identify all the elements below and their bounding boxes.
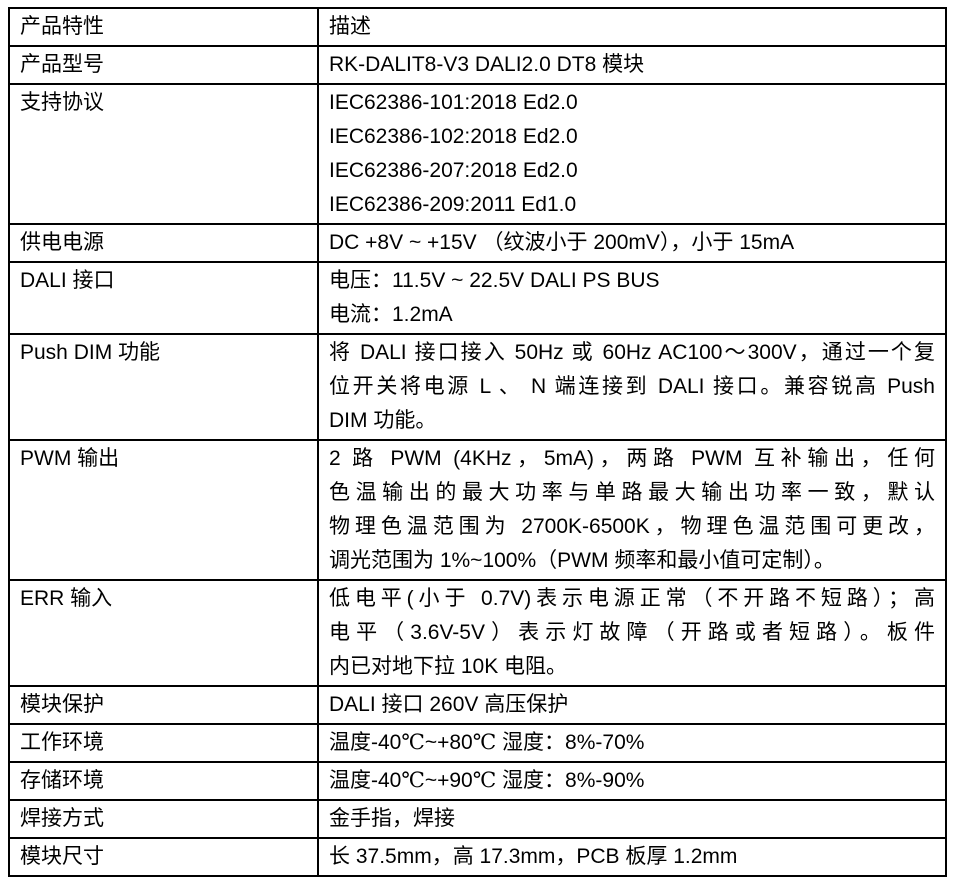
- description-line: IEC62386-101:2018 Ed2.0: [329, 91, 578, 114]
- feature-cell: 焊接方式: [8, 799, 319, 839]
- description-cell: RK-DALIT8-V3 DALI2.0 DT8 模块: [317, 45, 947, 85]
- description-line: RK-DALIT8-V3 DALI2.0 DT8 模块: [329, 53, 645, 76]
- product-spec-table: 产品特性 描述 产品型号 RK-DALIT8-V3 DALI2.0 DT8 模块…: [8, 7, 947, 877]
- feature-label: PWM 输出: [20, 447, 120, 470]
- description-cell: IEC62386-101:2018 Ed2.0 IEC62386-102:201…: [317, 83, 947, 225]
- description-cell: 电压：11.5V ~ 22.5V DALI PS BUS 电流：1.2mA: [317, 261, 947, 335]
- description-line: 电压：11.5V ~ 22.5V DALI PS BUS: [329, 269, 660, 292]
- description-line: 金手指，焊接: [329, 807, 455, 830]
- table-row-storage-environment: 存储环境 温度-40℃~+90℃ 湿度：8%-90%: [8, 761, 947, 801]
- description-line: 位开关将电源 L 、 N 端连接到 DALI 接口。兼容锐高 Push: [329, 375, 935, 398]
- table-row-product-model: 产品型号 RK-DALIT8-V3 DALI2.0 DT8 模块: [8, 45, 947, 85]
- feature-cell: PWM 输出: [8, 439, 319, 581]
- description-cell: DALI 接口 260V 高压保护: [317, 685, 947, 725]
- description-line: DC +8V ~ +15V （纹波小于 200mV），小于 15mA: [329, 231, 795, 254]
- description-line: IEC62386-209:2011 Ed1.0: [329, 193, 577, 216]
- description-line: 温度-40℃~+80℃ 湿度：8%-70%: [329, 731, 645, 754]
- table-row-module-dimensions: 模块尺寸 长 37.5mm，高 17.3mm，PCB 板厚 1.2mm: [8, 837, 947, 877]
- feature-label: 支持协议: [20, 91, 104, 114]
- feature-label: ERR 输入: [20, 587, 113, 610]
- description-cell: 温度-40℃~+80℃ 湿度：8%-70%: [317, 723, 947, 763]
- feature-cell: 支持协议: [8, 83, 319, 225]
- description-line: IEC62386-102:2018 Ed2.0: [329, 125, 578, 148]
- description-line: DIM 功能。: [329, 409, 437, 432]
- feature-cell: 供电电源: [8, 223, 319, 263]
- table-row-pwm-output: PWM 输出 2 路 PWM (4KHz，5mA)，两路 PWM 互补输出，任何…: [8, 439, 947, 581]
- feature-cell: Push DIM 功能: [8, 333, 319, 441]
- feature-label: 存储环境: [20, 769, 104, 792]
- feature-cell: 产品型号: [8, 45, 319, 85]
- table-header-row: 产品特性 描述: [8, 7, 947, 47]
- description-line: 长 37.5mm，高 17.3mm，PCB 板厚 1.2mm: [329, 845, 738, 868]
- table-row-dali-interface: DALI 接口 电压：11.5V ~ 22.5V DALI PS BUS 电流：…: [8, 261, 947, 335]
- feature-cell: DALI 接口: [8, 261, 319, 335]
- description-line: 电平（3.6V-5V）表示灯故障（开路或者短路）。板件: [329, 621, 935, 644]
- description-line: 物理色温范围为 2700K-6500K，物理色温范围可更改，: [329, 515, 935, 538]
- description-cell: 低电平(小于 0.7V)表示电源正常（不开路不短路）；高 电平（3.6V-5V）…: [317, 579, 947, 687]
- description-line: 电流：1.2mA: [329, 303, 453, 326]
- feature-label: 供电电源: [20, 231, 104, 254]
- table-row-module-protection: 模块保护 DALI 接口 260V 高压保护: [8, 685, 947, 725]
- feature-label: 工作环境: [20, 731, 104, 754]
- feature-label: 焊接方式: [20, 807, 104, 830]
- description-cell: 温度-40℃~+90℃ 湿度：8%-90%: [317, 761, 947, 801]
- table-row-soldering-method: 焊接方式 金手指，焊接: [8, 799, 947, 839]
- description-line: 低电平(小于 0.7V)表示电源正常（不开路不短路）；高: [329, 587, 935, 610]
- feature-header-label: 产品特性: [20, 15, 104, 38]
- table-row-supported-protocols: 支持协议 IEC62386-101:2018 Ed2.0 IEC62386-10…: [8, 83, 947, 225]
- description-cell: 长 37.5mm，高 17.3mm，PCB 板厚 1.2mm: [317, 837, 947, 877]
- table-row-operating-environment: 工作环境 温度-40℃~+80℃ 湿度：8%-70%: [8, 723, 947, 763]
- description-line: 2 路 PWM (4KHz，5mA)，两路 PWM 互补输出，任何: [329, 447, 935, 470]
- feature-cell: 工作环境: [8, 723, 319, 763]
- feature-label: 产品型号: [20, 53, 104, 76]
- table-row-power-supply: 供电电源 DC +8V ~ +15V （纹波小于 200mV），小于 15mA: [8, 223, 947, 263]
- description-line: 内已对地下拉 10K 电阻。: [329, 655, 568, 678]
- description-header-cell: 描述: [317, 7, 947, 47]
- description-cell: DC +8V ~ +15V （纹波小于 200mV），小于 15mA: [317, 223, 947, 263]
- feature-cell: ERR 输入: [8, 579, 319, 687]
- feature-cell: 模块保护: [8, 685, 319, 725]
- description-cell: 将 DALI 接口接入 50Hz 或 60Hz AC100～300V，通过一个复…: [317, 333, 947, 441]
- description-header-label: 描述: [329, 15, 371, 38]
- table-row-push-dim: Push DIM 功能 将 DALI 接口接入 50Hz 或 60Hz AC10…: [8, 333, 947, 441]
- description-line: DALI 接口 260V 高压保护: [329, 693, 569, 716]
- feature-label: 模块保护: [20, 693, 104, 716]
- feature-label: 模块尺寸: [20, 845, 104, 868]
- feature-cell: 存储环境: [8, 761, 319, 801]
- description-line: 色温输出的最大功率与单路最大输出功率一致，默认: [329, 481, 935, 504]
- feature-label: Push DIM 功能: [20, 341, 161, 364]
- description-line: 温度-40℃~+90℃ 湿度：8%-90%: [329, 769, 645, 792]
- feature-cell: 模块尺寸: [8, 837, 319, 877]
- description-cell: 2 路 PWM (4KHz，5mA)，两路 PWM 互补输出，任何 色温输出的最…: [317, 439, 947, 581]
- description-line: 调光范围为 1%~100%（PWM 频率和最小值可定制）。: [329, 549, 835, 572]
- description-line: IEC62386-207:2018 Ed2.0: [329, 159, 578, 182]
- table-row-err-input: ERR 输入 低电平(小于 0.7V)表示电源正常（不开路不短路）；高 电平（3…: [8, 579, 947, 687]
- description-cell: 金手指，焊接: [317, 799, 947, 839]
- feature-label: DALI 接口: [20, 269, 115, 292]
- description-line: 将 DALI 接口接入 50Hz 或 60Hz AC100～300V，通过一个复: [329, 341, 935, 364]
- feature-header-cell: 产品特性: [8, 7, 319, 47]
